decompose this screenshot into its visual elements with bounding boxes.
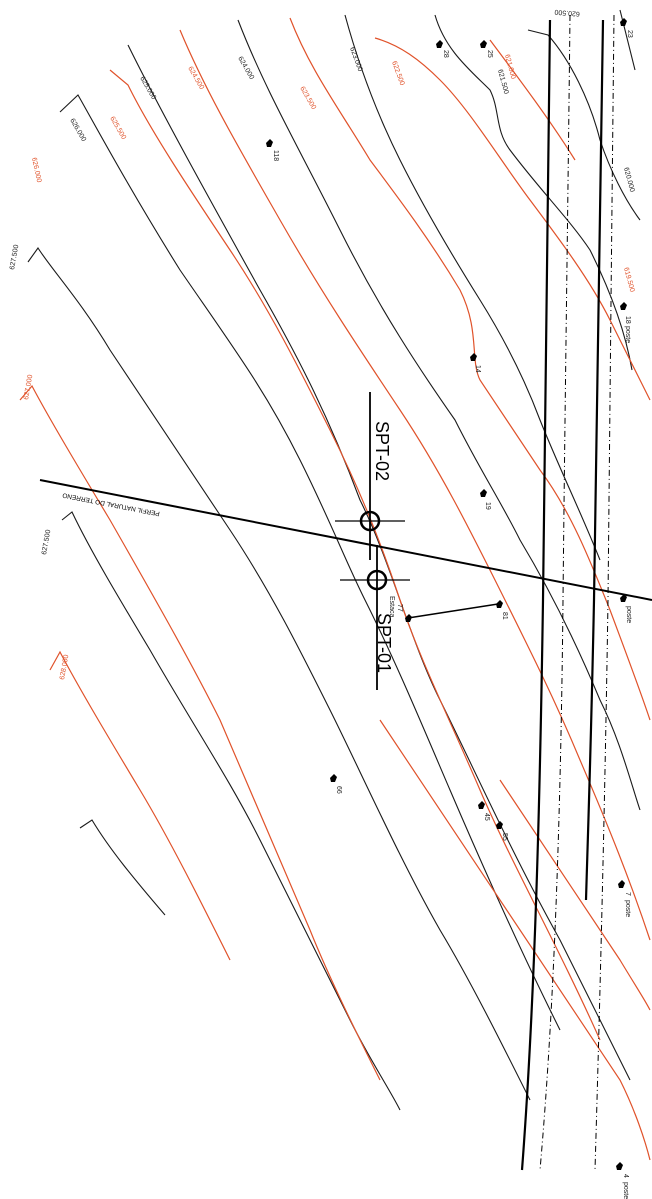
contour-label: 621.500 [496,69,509,95]
contour-line [289,17,651,721]
point-118-label: 118 [272,150,279,161]
point-77-marker[interactable] [405,614,412,622]
point-23-label: 23 [626,30,633,38]
contour-line [499,779,651,1011]
point-25-label: 25 [486,50,493,58]
profile-section: PERFIL NATURAL DO TERRENO [39,479,652,601]
point-poste-marker[interactable] [620,594,627,602]
point-77-estaca-label: Estaca [388,596,395,618]
contour-label: 625.500 [108,116,127,142]
contour-label: 619.500 [622,267,635,293]
point-18-label: 18 [624,316,631,324]
contour-line [59,94,561,1031]
point-118-marker[interactable] [266,139,273,147]
road-centerline [539,14,571,1171]
point-81-label: 81 [501,612,508,620]
point-18-marker[interactable] [620,302,627,310]
contour-line [374,37,651,401]
contour-line [179,29,651,941]
point-55-marker[interactable] [496,821,503,829]
profile-line [39,479,652,601]
contour-line [79,819,166,916]
spt-01-symbol[interactable] [366,569,388,591]
point-25-marker[interactable] [480,40,487,48]
point-81-marker[interactable] [496,600,503,608]
contour-label: 620.500 [554,8,580,17]
point-77-label: 77 [396,604,403,612]
contour-label: 626.000 [68,118,87,144]
contour-line [127,44,631,1081]
contour-line [49,650,231,961]
road-lines [520,14,615,1171]
contour-label: 625.000 [138,76,157,102]
point-66-label: 66 [335,786,342,794]
contour-line [527,29,641,221]
contour-line [489,39,576,161]
point-19-marker[interactable] [480,489,487,497]
contour-line [61,511,401,1111]
point-23-marker[interactable] [620,18,627,26]
contour-label: 627.500 [41,529,52,555]
survey-connector [407,603,499,619]
contour-line [109,69,601,1041]
point-28-marker[interactable] [436,40,443,48]
road-boundary [594,14,615,1171]
contour-label: 623.500 [298,86,317,112]
profile-label: PERFIL NATURAL DO TERRENO [62,491,160,517]
contour-line [379,719,651,1161]
point-poste-label: poste [625,606,632,623]
point-14-label: 14 [474,365,481,373]
survey-points: 118 28 25 23 14 19 18 poste 81 77 Estaca… [266,18,633,1199]
black-contours [27,9,641,1111]
spt-02-label: SPT-02 [372,421,392,481]
point-4-poste-label: poste [622,1182,629,1199]
contour-label: 624.000 [236,56,255,82]
point-7-poste-label: poste [624,900,631,917]
road-edge [520,19,552,1171]
point-66-marker[interactable] [330,774,337,782]
contour-line [19,384,381,1081]
spt-02-symbol[interactable] [359,510,381,532]
point-7-marker[interactable] [618,880,625,888]
red-contours [19,17,651,1161]
contour-labels: 626.000 627.500 627.000 627.500 628.000 … [9,8,635,681]
contour-line [27,247,531,1101]
contour-label: 627.500 [9,244,20,270]
road-edge [584,19,605,901]
point-45-label: 45 [483,813,490,821]
contour-label: 620.000 [622,167,635,193]
point-4-label: 4 [622,1174,629,1178]
point-7-label: 7 [624,892,631,896]
point-19-label: 19 [484,502,491,510]
point-55-label: 55 [501,833,508,841]
contour-line [619,9,636,71]
contour-label: 627.000 [23,374,34,400]
contour-line [344,14,601,561]
contour-label: 626.000 [30,157,42,183]
contour-label: 622.500 [390,60,405,86]
contour-line [434,14,633,371]
spt-02-marker[interactable]: SPT-02 [335,392,405,560]
spt-01-marker[interactable]: SPT-01 [340,545,410,690]
point-28-label: 28 [442,50,449,58]
contour-line [237,19,641,811]
point-14-marker[interactable] [470,353,477,361]
contour-label: 628.000 [59,654,70,680]
point-18-poste-label: poste [624,326,631,343]
spt-01-label: SPT-01 [374,613,394,673]
point-4-marker[interactable] [616,1162,623,1170]
contour-label: 623.000 [348,46,363,72]
point-45-marker[interactable] [478,801,485,809]
